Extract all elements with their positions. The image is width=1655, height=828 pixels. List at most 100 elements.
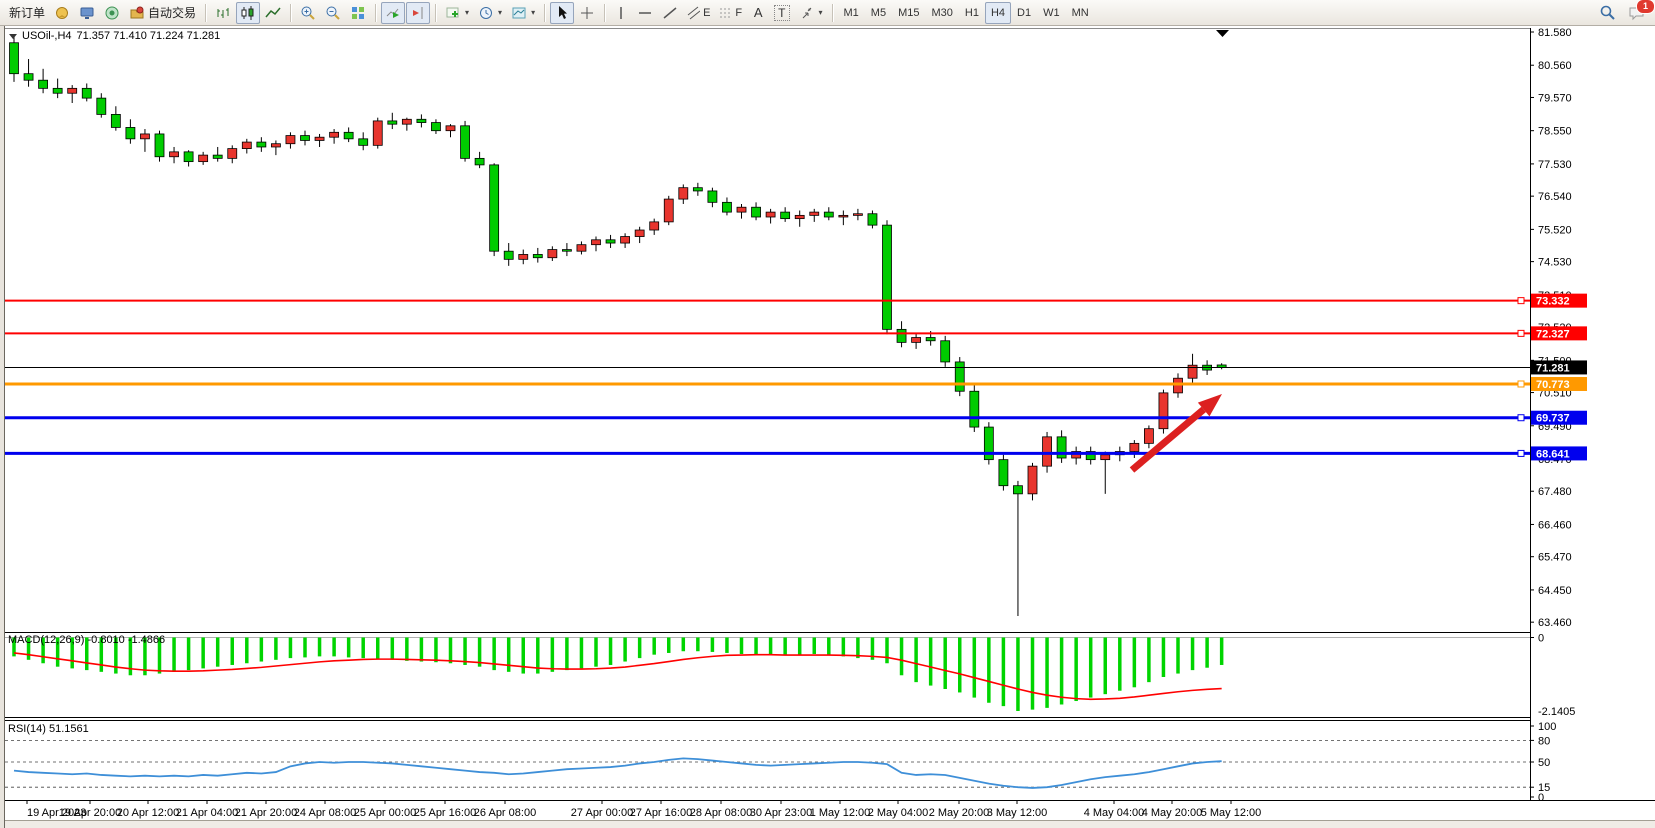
hline-handle[interactable] [1517, 329, 1525, 337]
candle [198, 154, 209, 163]
arrows-tool-icon [802, 7, 811, 18]
macd-name: MACD(12,26,9) [8, 634, 85, 646]
indicators-button[interactable]: ▾ [441, 2, 473, 24]
candle [416, 118, 427, 123]
search-button[interactable] [1595, 2, 1620, 24]
svg-text:78.550: 78.550 [1538, 126, 1572, 138]
seal-button[interactable] [50, 2, 74, 24]
svg-text:21 Apr 20:00: 21 Apr 20:00 [235, 807, 297, 819]
timeframe-button-H1[interactable]: H1 [964, 6, 979, 19]
hline-handle[interactable] [1517, 449, 1525, 457]
channel-letter: E [703, 6, 711, 19]
text-label-letter: T [774, 4, 790, 21]
auto-scroll-button[interactable] [381, 1, 406, 24]
toolbar-separator [290, 3, 292, 22]
rsi-name: RSI(14) [8, 723, 46, 735]
candle [896, 328, 907, 343]
candle [532, 254, 543, 259]
chart-ohlc-label: 71.357 71.410 71.224 71.281 [76, 30, 221, 42]
timeframe-button-M30[interactable]: M30 [931, 6, 953, 19]
chart-shift-button[interactable] [406, 1, 431, 24]
indicators-icon [446, 7, 459, 17]
channel-tool-button[interactable]: E [683, 2, 714, 24]
search-icon [1600, 5, 1615, 20]
hline-handle[interactable] [1517, 414, 1525, 422]
candle [751, 206, 761, 218]
notification-badge: 1 [1636, 0, 1655, 14]
candlestick-chart-button[interactable] [236, 1, 261, 24]
signal-button[interactable] [100, 2, 124, 24]
svg-text:74.530: 74.530 [1538, 257, 1572, 269]
trendline-tool-button[interactable] [658, 2, 682, 24]
vertical-line-tool-button[interactable] [610, 2, 632, 24]
timeframe-button-M1[interactable]: M1 [843, 6, 859, 19]
candle [1173, 377, 1183, 394]
tile-windows-button[interactable] [346, 2, 370, 24]
main-toolbar: 新订单 自动交易 ▾ ▾ [0, 0, 1655, 26]
svg-text:19 Apr 2023: 19 Apr 2023 [27, 807, 86, 819]
terminal-button[interactable] [75, 2, 99, 24]
text-tool-letter: A [753, 5, 763, 20]
timeframe-button-M15[interactable]: M15 [898, 6, 920, 19]
annotation-arrow[interactable] [1129, 394, 1222, 473]
svg-text:67.480: 67.480 [1538, 486, 1572, 498]
chart-shift-marker[interactable] [1216, 30, 1229, 37]
bar-chart-icon [217, 7, 229, 18]
rsi-indicator-label: RSI(14) 51.1561 [8, 723, 89, 735]
hline-handle[interactable] [1517, 380, 1525, 388]
svg-text:26 Apr 08:00: 26 Apr 08:00 [474, 807, 536, 819]
svg-text:25 Apr 00:00: 25 Apr 00:00 [354, 807, 416, 819]
candle [809, 211, 820, 216]
svg-text:76.540: 76.540 [1538, 191, 1572, 203]
horizontal-line-tool-button[interactable] [633, 2, 657, 24]
candle [23, 73, 34, 81]
arrows-tool-button[interactable]: ▾ [795, 2, 827, 24]
templates-button[interactable]: ▾ [507, 2, 539, 24]
candle [940, 340, 951, 363]
hline-handle[interactable] [1517, 297, 1525, 305]
macd-indicator-label: MACD(12,26,9) -0.8010 -1.4866 [8, 634, 165, 646]
candle [1158, 392, 1169, 430]
svg-text:65.470: 65.470 [1538, 552, 1572, 564]
candlestick-chart-icon [241, 5, 254, 20]
timeframe-button-MN[interactable]: MN [1071, 6, 1089, 19]
fibonacci-tool-button[interactable]: F [715, 2, 746, 24]
collapse-triangle-icon[interactable] [9, 33, 17, 39]
candle [387, 120, 398, 125]
tile-windows-icon [352, 6, 365, 19]
svg-text:4 May 04:00: 4 May 04:00 [1084, 807, 1145, 819]
candle [52, 87, 63, 94]
toolbar-separator [544, 3, 546, 22]
horizontal-lines [5, 297, 1530, 457]
cursor-button[interactable] [550, 1, 575, 24]
svg-text:80.560: 80.560 [1538, 60, 1572, 72]
text-tool-button[interactable]: A [747, 2, 769, 24]
bar-chart-button[interactable] [211, 2, 235, 24]
toolbar-right-group: 1 [1595, 0, 1655, 24]
zoom-out-button[interactable] [321, 2, 345, 24]
rsi-value: 51.1561 [48, 723, 89, 735]
auto-trading-button[interactable]: 自动交易 [125, 2, 200, 24]
zoom-in-button[interactable] [296, 2, 320, 24]
notifications-button[interactable]: 1 [1624, 0, 1655, 24]
timeframe-button-W1[interactable]: W1 [1043, 6, 1060, 19]
timeframe-button-H4[interactable]: H4 [984, 1, 1012, 24]
periods-button[interactable]: ▾ [474, 2, 506, 24]
svg-text:19 Apr 20:00: 19 Apr 20:00 [59, 807, 121, 819]
svg-text:80: 80 [1538, 735, 1550, 747]
candle [169, 151, 179, 158]
candle [925, 337, 936, 342]
candle [765, 211, 776, 218]
text-label-tool-button[interactable]: T [770, 2, 793, 24]
candle [663, 198, 674, 223]
candle [562, 249, 572, 252]
timeframe-button-D1[interactable]: D1 [1017, 6, 1032, 19]
candle [736, 206, 747, 213]
candles-series [9, 36, 1227, 616]
crosshair-button[interactable] [575, 2, 599, 24]
line-chart-button[interactable] [261, 2, 285, 24]
price-axis: 81.580 80.560 79.570 78.550 77.530 76.540 75.5… [1530, 27, 1572, 629]
chart-canvas[interactable]: 81.580 80.560 79.570 78.550 77.530 76.540 75.5… [0, 26, 1655, 828]
new-order-button[interactable]: 新订单 [5, 2, 49, 24]
timeframe-button-M5[interactable]: M5 [870, 6, 887, 19]
